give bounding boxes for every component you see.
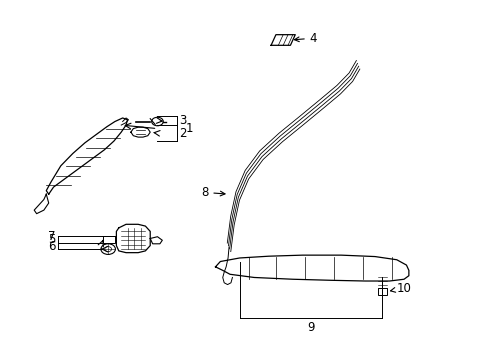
Bar: [377, 288, 386, 295]
Text: 1: 1: [185, 122, 193, 135]
Text: 4: 4: [294, 32, 317, 45]
Text: 5: 5: [48, 233, 56, 246]
Bar: [103, 236, 115, 243]
Text: 8: 8: [201, 186, 224, 199]
Text: 9: 9: [306, 321, 314, 334]
Text: 10: 10: [390, 282, 411, 294]
Text: 7: 7: [48, 230, 56, 243]
Text: 2: 2: [179, 126, 186, 140]
Text: 3: 3: [179, 114, 186, 127]
Text: 6: 6: [48, 240, 56, 253]
